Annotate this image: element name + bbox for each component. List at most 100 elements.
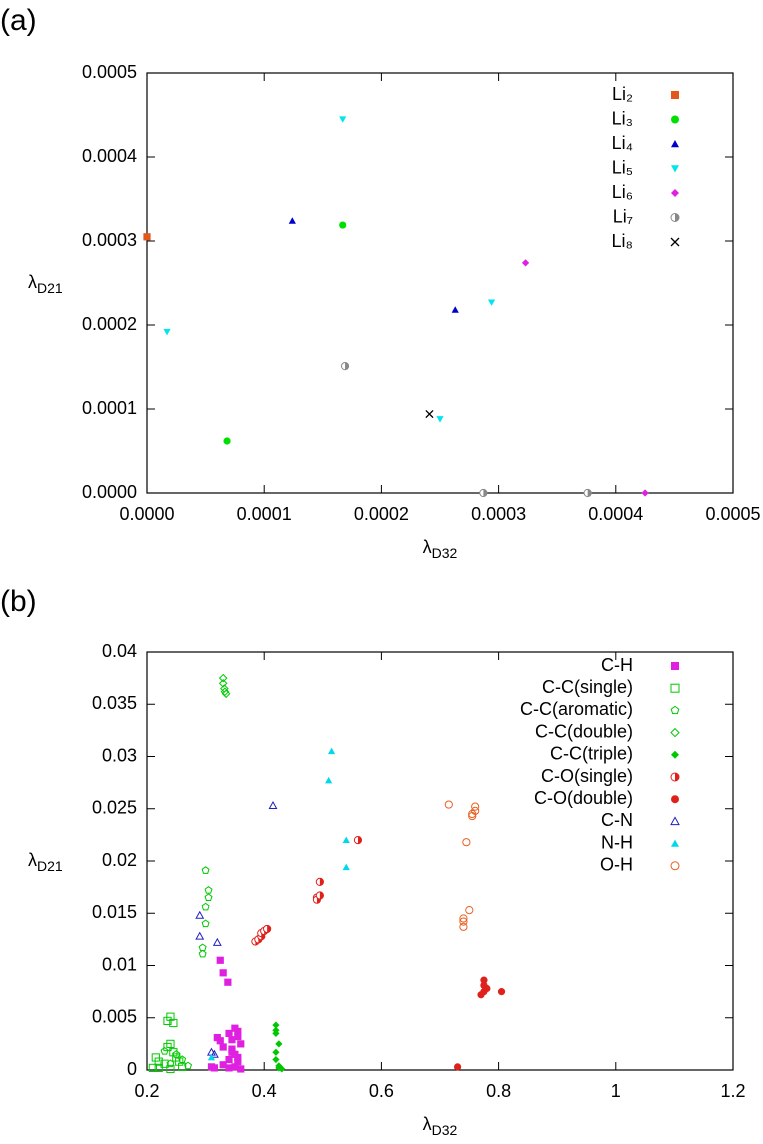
marker-shape bbox=[487, 299, 496, 306]
legend-label: Li₄ bbox=[612, 133, 633, 153]
marker-shape bbox=[225, 1064, 233, 1072]
point bbox=[207, 1053, 216, 1061]
marker-shape bbox=[234, 1058, 242, 1066]
marker-shape bbox=[237, 1065, 245, 1073]
marker-shape bbox=[272, 1055, 280, 1064]
point bbox=[204, 893, 213, 901]
point bbox=[169, 1018, 178, 1028]
marker-shape bbox=[459, 917, 468, 926]
point bbox=[178, 1055, 187, 1063]
marker-shape bbox=[201, 902, 210, 911]
point bbox=[479, 488, 488, 498]
point bbox=[315, 877, 324, 887]
marker-shape bbox=[675, 213, 679, 222]
marker-shape bbox=[671, 839, 679, 847]
point bbox=[583, 488, 592, 498]
marker-shape bbox=[339, 221, 347, 229]
point bbox=[228, 1036, 236, 1044]
point bbox=[497, 988, 506, 996]
marker-shape bbox=[319, 891, 324, 900]
marker-shape bbox=[272, 1048, 280, 1056]
y-axis-label-symbol: λ bbox=[28, 850, 37, 870]
marker-shape bbox=[671, 91, 679, 99]
legend-marker bbox=[671, 189, 679, 197]
y-tick-label: 0.035 bbox=[92, 693, 137, 713]
marker-shape bbox=[237, 1040, 245, 1048]
x-axis-label-symbol: λ bbox=[423, 537, 432, 557]
marker-shape bbox=[451, 306, 459, 313]
marker-shape bbox=[184, 1061, 193, 1070]
x-tick-label: 1.2 bbox=[720, 1081, 745, 1101]
marker-shape bbox=[209, 1049, 219, 1058]
point bbox=[471, 802, 480, 811]
marker-shape bbox=[670, 861, 680, 871]
x-axis-label-symbol: λ bbox=[423, 1114, 432, 1134]
x-tick-label: 0.4 bbox=[252, 1081, 277, 1101]
marker-shape bbox=[465, 906, 474, 915]
x-tick-label: 0.6 bbox=[369, 1081, 394, 1101]
legend-marker bbox=[670, 727, 680, 738]
y-tick-label: 0.0001 bbox=[82, 398, 137, 418]
marker-shape bbox=[268, 800, 278, 809]
marker-shape bbox=[219, 1043, 227, 1051]
point bbox=[459, 922, 468, 931]
point bbox=[201, 866, 210, 874]
y-tick-label: 0.005 bbox=[92, 1007, 137, 1027]
point bbox=[272, 1055, 280, 1064]
point bbox=[288, 217, 296, 224]
legend-marker bbox=[670, 213, 680, 222]
point bbox=[339, 221, 347, 229]
point bbox=[234, 1032, 242, 1041]
point bbox=[143, 233, 151, 241]
marker-shape bbox=[234, 1053, 242, 1062]
point bbox=[234, 1053, 242, 1062]
point bbox=[201, 919, 210, 928]
marker-shape bbox=[670, 727, 680, 738]
marker-shape bbox=[267, 925, 271, 933]
marker-shape bbox=[670, 705, 680, 715]
x-tick-label: 0.8 bbox=[486, 1081, 511, 1101]
marker-shape bbox=[218, 673, 228, 683]
legend-marker bbox=[671, 662, 679, 670]
marker-shape bbox=[425, 409, 434, 419]
point bbox=[327, 747, 336, 755]
y-tick-label: 0.025 bbox=[92, 798, 137, 818]
point bbox=[453, 1063, 462, 1071]
point bbox=[425, 409, 434, 419]
marker-shape bbox=[339, 116, 347, 123]
point bbox=[216, 956, 224, 964]
y-tick-label: 0.0002 bbox=[82, 314, 137, 334]
marker-shape bbox=[587, 489, 592, 497]
point bbox=[436, 416, 444, 423]
marker-shape bbox=[169, 1018, 178, 1028]
marker-shape bbox=[436, 416, 444, 423]
point bbox=[220, 687, 230, 697]
point bbox=[209, 1049, 219, 1058]
y-tick-label: 0 bbox=[127, 1059, 137, 1079]
legend-label: Li₃ bbox=[612, 108, 633, 128]
point bbox=[212, 937, 222, 946]
marker-shape bbox=[275, 1040, 283, 1048]
marker-shape bbox=[225, 1055, 233, 1064]
marker-shape bbox=[221, 689, 231, 699]
point bbox=[353, 836, 363, 845]
marker-shape bbox=[342, 836, 350, 843]
y-tick-label: 0.0005 bbox=[82, 62, 137, 82]
y-tick-label: 0.015 bbox=[92, 902, 137, 922]
point bbox=[483, 984, 491, 993]
y-axis-label-symbol: λ bbox=[28, 272, 37, 292]
marker-shape bbox=[497, 988, 506, 996]
legend-label: C-O(double) bbox=[534, 788, 633, 808]
point bbox=[342, 836, 350, 843]
point bbox=[198, 949, 207, 958]
marker-shape bbox=[444, 800, 453, 809]
point bbox=[462, 838, 471, 847]
legend-label: C-C(single) bbox=[542, 677, 633, 697]
marker-shape bbox=[204, 893, 213, 901]
point bbox=[219, 1043, 227, 1051]
marker-shape bbox=[166, 1012, 175, 1021]
marker-shape bbox=[198, 949, 207, 958]
marker-shape bbox=[671, 750, 679, 759]
y-tick-label: 0.01 bbox=[102, 954, 137, 974]
marker-shape bbox=[357, 836, 362, 844]
